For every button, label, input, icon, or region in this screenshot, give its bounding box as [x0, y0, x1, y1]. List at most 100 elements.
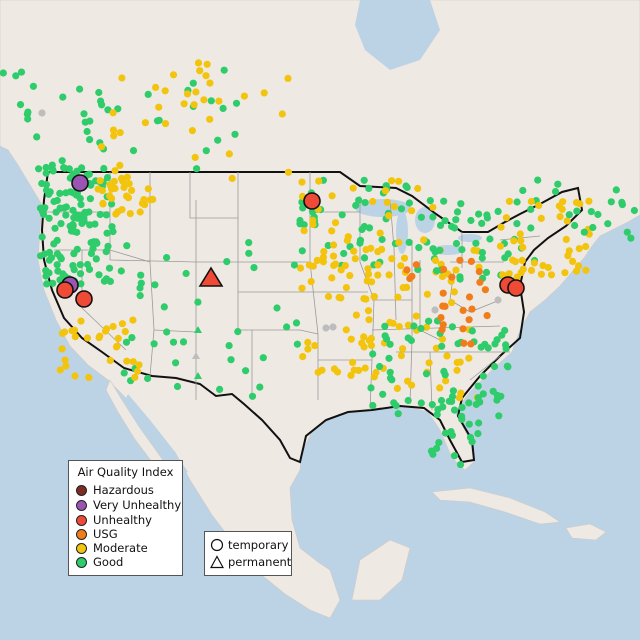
monitor-dot	[89, 245, 97, 253]
monitor-dot	[582, 242, 590, 251]
monitor-dot	[225, 342, 233, 350]
monitor-dot	[136, 292, 144, 300]
monitor-dot	[45, 248, 54, 256]
monitor-dot	[422, 370, 431, 378]
monitor-dot	[472, 239, 480, 247]
monitor-dot	[448, 431, 456, 439]
monitor-dot	[95, 88, 103, 97]
monitor-dot	[385, 271, 393, 279]
monitor-dot	[35, 165, 43, 173]
monitor-dot	[304, 338, 312, 346]
monitor-dot	[102, 248, 110, 256]
monitor-dot	[435, 439, 443, 447]
monitor-dot	[194, 298, 202, 306]
monitor-dot	[129, 316, 137, 324]
monitor-dot	[361, 199, 369, 207]
monitor-dot	[259, 354, 267, 362]
monitor-dot	[394, 293, 402, 301]
monitor-dot	[450, 452, 459, 460]
monitor-dot	[283, 323, 291, 331]
monitor-dot	[76, 194, 84, 203]
monitor-dot	[437, 314, 445, 322]
monitor-dot	[38, 109, 46, 117]
monitor-dot	[112, 210, 120, 218]
monitor-dot	[467, 216, 475, 225]
monitor-dot	[106, 181, 114, 189]
monitor-dot	[537, 270, 546, 278]
monitor-dot	[58, 157, 66, 165]
monitor-dot	[448, 222, 456, 231]
monitor-dot	[607, 198, 615, 206]
monitor-dot	[378, 235, 386, 244]
monitor-dot	[527, 205, 535, 213]
monitor-dot	[467, 257, 475, 265]
monitor-dot	[369, 401, 377, 410]
monitor-dot	[589, 223, 597, 232]
monitor-dot	[369, 350, 377, 358]
monitor-dot	[51, 224, 59, 232]
monitor-dot	[445, 397, 453, 405]
monitor-dot	[604, 220, 612, 228]
monitor-dot	[207, 97, 215, 105]
monitor-dot	[364, 270, 373, 278]
legend-item-very-unhealthy: Very Unhealthy	[76, 498, 181, 512]
monitor-dot	[144, 90, 152, 98]
monitor-dot	[328, 227, 336, 235]
monitor-dot	[56, 276, 64, 284]
monitor-dot	[16, 101, 25, 109]
monitor-dot	[69, 170, 77, 178]
monitor-dot	[80, 110, 88, 118]
monitor-dot	[155, 103, 163, 111]
monitor-dot	[374, 248, 382, 256]
monitor-dot	[74, 214, 82, 222]
monitor-dot	[292, 319, 301, 327]
monitor-dot	[360, 176, 368, 184]
temporary-monitor-marker	[303, 192, 321, 210]
monitor-dot	[161, 120, 170, 128]
monitor-dot	[109, 322, 117, 331]
monitor-dot	[438, 335, 446, 343]
monitor-dot	[48, 161, 56, 169]
monitor-dot	[102, 275, 111, 283]
monitor-dot	[450, 406, 459, 414]
permanent-monitor-marker	[194, 372, 202, 379]
monitor-dot	[510, 237, 518, 245]
monitor-dot	[59, 93, 67, 101]
monitor-dot	[490, 362, 499, 371]
hispaniola	[565, 523, 607, 541]
monitor-dot	[431, 306, 439, 314]
monitor-dot	[83, 334, 92, 342]
monitor-dot	[116, 161, 124, 169]
monitor-dot	[73, 245, 81, 253]
monitor-dot	[342, 284, 350, 292]
monitor-dot	[56, 366, 64, 374]
monitor-dot	[172, 359, 180, 367]
monitor-dot	[414, 184, 422, 193]
monitor-dot	[612, 186, 620, 194]
monitor-dot	[403, 183, 411, 192]
permanent-monitor-marker	[198, 266, 224, 287]
monitor-dot	[453, 366, 461, 374]
monitor-dot	[42, 181, 51, 189]
monitor-dot	[106, 356, 114, 365]
monitor-dot	[537, 214, 545, 222]
monitor-dot	[527, 224, 535, 232]
monitor-dot	[97, 143, 106, 151]
monitor-dot	[215, 97, 223, 105]
monitor-dot	[569, 257, 577, 265]
monitor-dot	[114, 334, 122, 342]
permanent-monitor-marker	[192, 352, 200, 359]
monitor-dot	[62, 362, 70, 370]
monitor-dot	[206, 79, 214, 87]
monitor-dot	[284, 168, 292, 176]
monitor-dot	[332, 260, 340, 268]
monitor-dot	[108, 223, 116, 231]
monitor-dot	[436, 246, 444, 254]
monitor-dot	[250, 264, 258, 272]
monitor-dot	[440, 197, 448, 205]
monitor-dot	[572, 198, 581, 207]
monitor-dot	[452, 266, 460, 274]
monitor-dot	[397, 205, 406, 213]
monitor-dot	[383, 198, 391, 206]
monitor-dot	[440, 367, 448, 375]
